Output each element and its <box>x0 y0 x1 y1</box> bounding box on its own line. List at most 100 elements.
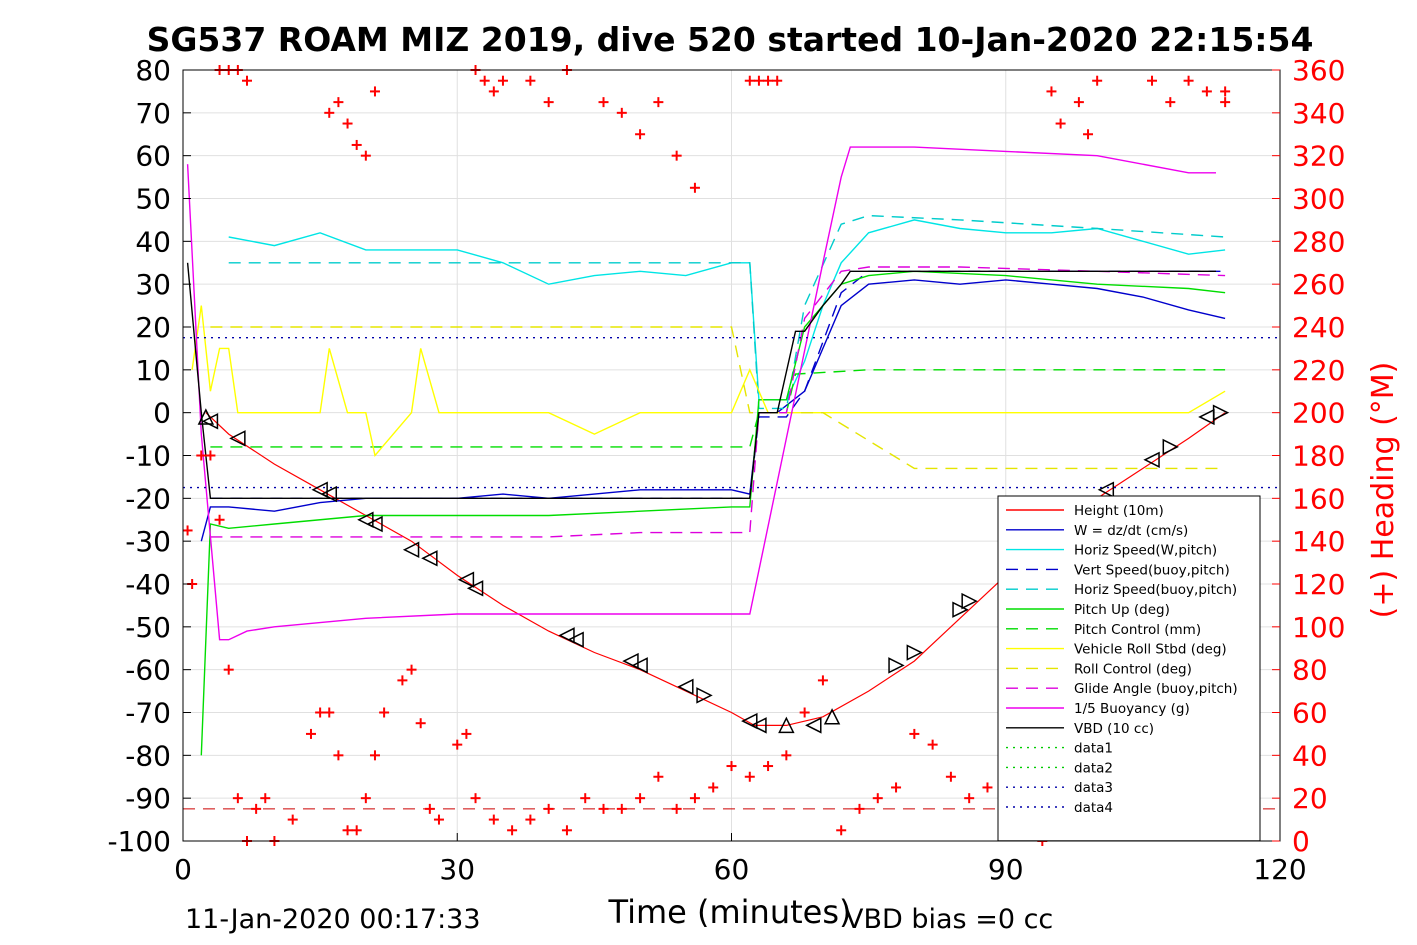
triangle-marker <box>952 601 969 618</box>
triangle-marker <box>421 550 438 567</box>
y-tick-label: 20 <box>135 311 171 344</box>
heading-marker <box>964 793 975 804</box>
heading-marker <box>397 675 408 686</box>
triangle-marker <box>357 511 374 528</box>
heading-marker <box>927 739 938 750</box>
heading-marker <box>379 707 390 718</box>
heading-marker <box>635 129 646 140</box>
y-tick-label: 50 <box>135 183 171 216</box>
legend-label-buoy: 1/5 Buoyancy (g) <box>1074 701 1190 717</box>
series-line-glide <box>210 266 1226 538</box>
triangle-marker <box>1143 451 1160 468</box>
y2-tick-label: 300 <box>1292 183 1345 216</box>
triangle-marker <box>906 644 924 661</box>
legend-label-roll_ctl: Roll Control (deg) <box>1074 661 1192 677</box>
triangle-marker <box>778 716 795 734</box>
heading-marker <box>781 750 792 761</box>
y-tick-label: 40 <box>135 225 171 258</box>
heading-marker <box>945 771 956 782</box>
y-tick-label: -30 <box>125 525 171 558</box>
triangle-marker <box>366 515 383 533</box>
triangle-marker <box>631 657 648 674</box>
legend-label-w: W = dz/dt (cm/s) <box>1074 523 1188 539</box>
heading-marker <box>616 803 627 814</box>
legend-label-data2: data2 <box>1074 760 1113 776</box>
heading-marker <box>1083 129 1094 140</box>
y-tick-label: -10 <box>125 440 171 473</box>
legend-label-glide: Glide Angle (buoy,pitch) <box>1074 681 1238 697</box>
heading-marker <box>1201 86 1212 97</box>
triangle-marker <box>750 717 767 734</box>
heading-marker <box>744 75 755 86</box>
triangle-marker <box>961 592 978 610</box>
y2-tick-label: 280 <box>1292 225 1345 258</box>
triangle-marker <box>1162 438 1179 456</box>
triangle-marker <box>622 652 639 670</box>
triangle-marker <box>197 408 215 425</box>
heading-marker <box>315 707 326 718</box>
y-tick-label: 30 <box>135 268 171 301</box>
triangle-marker <box>888 657 905 674</box>
triangle-marker <box>201 413 219 430</box>
heading-marker <box>461 728 472 739</box>
series-line-pitch_ctl <box>210 369 1226 448</box>
y2-tick-label: 360 <box>1292 54 1345 87</box>
heading-marker <box>854 803 865 814</box>
series-line-vbd <box>186 262 1216 499</box>
heading-marker <box>836 825 847 836</box>
heading-marker <box>561 825 572 836</box>
heading-marker <box>433 814 444 825</box>
x-tick-label: 120 <box>1253 853 1306 886</box>
heading-marker <box>872 793 883 804</box>
heading-marker <box>1220 86 1231 97</box>
y-tick-label: 10 <box>135 354 171 387</box>
legend-label-pitch: Pitch Up (deg) <box>1074 602 1170 618</box>
chart-title: SG537 ROAM MIZ 2019, dive 520 started 10… <box>147 20 1314 59</box>
triangle-marker <box>320 485 338 503</box>
y2-tick-label: 60 <box>1292 697 1328 730</box>
y2-tick-label: 40 <box>1292 739 1328 772</box>
heading-marker <box>598 97 609 108</box>
heading-marker <box>1183 75 1194 86</box>
heading-marker <box>305 728 316 739</box>
x-tick-label: 90 <box>988 853 1024 886</box>
y2-tick-label: 340 <box>1292 97 1345 130</box>
y2-tick-label: 220 <box>1292 354 1345 387</box>
heading-marker <box>653 771 664 782</box>
triangle-marker <box>466 580 484 597</box>
series-line-horiz_buoy <box>228 214 1226 410</box>
y2-tick-label: 120 <box>1292 568 1345 601</box>
heading-marker <box>342 825 353 836</box>
heading-marker <box>1092 75 1103 86</box>
right-axis-label: (+) Heading (°M) <box>1366 362 1401 619</box>
heading-marker <box>241 75 252 86</box>
heading-marker <box>260 793 271 804</box>
footer-timestamp: 11-Jan-2020 00:17:33 <box>185 904 481 935</box>
triangle-marker <box>402 541 420 558</box>
legend-box <box>997 495 1261 842</box>
heading-marker <box>324 107 335 118</box>
heading-marker <box>223 664 234 675</box>
heading-marker <box>1165 97 1176 108</box>
series-line-roll_ctl <box>210 326 1226 470</box>
heading-marker <box>452 739 463 750</box>
triangle-marker <box>1097 481 1115 498</box>
heading-marker <box>982 782 993 793</box>
heading-marker <box>763 761 774 772</box>
legend: Height (10m) W = dz/dt (cm/s) Horiz Speed(… <box>997 495 1261 842</box>
legend-label-data4: data4 <box>1074 800 1113 816</box>
heading-marker <box>689 182 700 193</box>
legend-label-vert_buoy: Vert Speed(buoy,pitch) <box>1074 562 1230 578</box>
y2-tick-label: 0 <box>1292 825 1310 858</box>
y2-tick-label: 320 <box>1292 140 1345 173</box>
heading-marker <box>635 793 646 804</box>
y-tick-label: -50 <box>125 611 171 644</box>
y2-tick-label: 160 <box>1292 482 1345 515</box>
y-tick-label: 60 <box>135 140 171 173</box>
heading-marker <box>753 75 764 86</box>
left-axis-ticks: -100-90-80-70-60-50-40-30-20-10010203040… <box>107 54 191 858</box>
y-tick-label: -20 <box>125 482 171 515</box>
y2-tick-label: 200 <box>1292 397 1345 430</box>
y2-tick-label: 80 <box>1292 654 1328 687</box>
heading-marker <box>543 803 554 814</box>
